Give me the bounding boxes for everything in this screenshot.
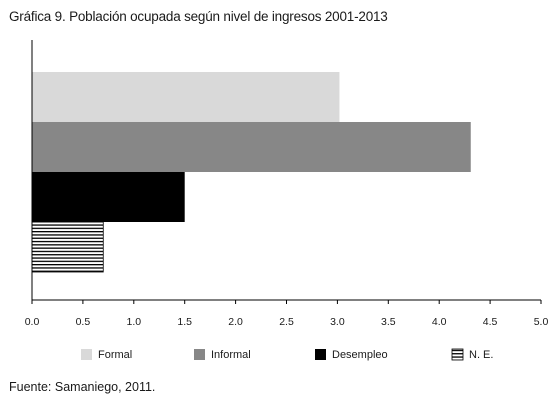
legend-swatch-formal: [81, 349, 92, 360]
legend-label-formal: Formal: [98, 349, 132, 361]
bar-desempleo: [32, 172, 185, 222]
x-tick-label: 0.0: [25, 316, 40, 328]
bar-formal: [32, 72, 340, 122]
x-tick-label: 3.5: [381, 316, 396, 328]
bar-n-e: [31, 221, 104, 273]
source-note: Fuente: Samaniego, 2011.: [9, 380, 156, 394]
legend-label-desempleo: Desempleo: [332, 349, 388, 361]
x-tick-label: 4.5: [483, 316, 498, 328]
x-tick-label: 4.0: [432, 316, 447, 328]
legend-swatch-desempleo: [315, 349, 326, 360]
legend-swatch-informal: [194, 349, 205, 360]
bar-informal: [32, 122, 471, 172]
legend-swatch-n-e: [451, 348, 464, 361]
x-tick-label: 1.0: [126, 316, 141, 328]
chart-title: Gráfica 9. Población ocupada según nivel…: [9, 9, 388, 24]
legend-label-n-e: N. E.: [469, 349, 493, 361]
x-tick-label: 1.5: [177, 316, 192, 328]
x-tick-label: 2.0: [228, 316, 243, 328]
x-tick-label: 0.5: [76, 316, 91, 328]
legend-label-informal: Informal: [211, 349, 251, 361]
x-tick-label: 2.5: [279, 316, 294, 328]
x-tick-label: 5.0: [534, 316, 549, 328]
x-tick-label: 3.0: [330, 316, 345, 328]
